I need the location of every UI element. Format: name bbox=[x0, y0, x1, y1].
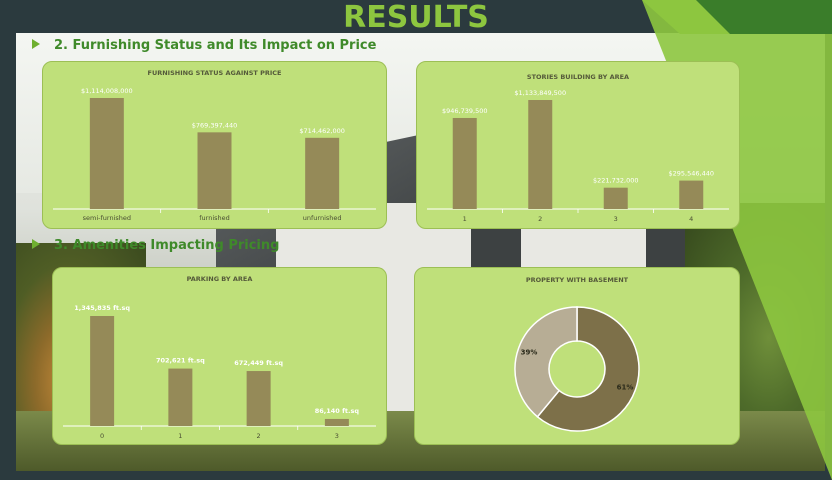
bar-chart-furnishing: FURNISHING STATUS AGAINST PRICE $1,114,00… bbox=[53, 69, 376, 222]
category-tick-label: 0 bbox=[100, 432, 104, 440]
page-title: RESULTS bbox=[343, 0, 489, 35]
slice-value-label: 61% bbox=[617, 383, 634, 391]
chart-title: PROPERTY WITH BASEMENT bbox=[526, 276, 629, 284]
bar bbox=[324, 418, 349, 426]
bar bbox=[452, 117, 477, 209]
bar bbox=[528, 100, 553, 209]
chart-parking-by-area: PARKING BY AREA 1,345,835 ft.sq 0 702,621 f… bbox=[52, 267, 387, 445]
bar-value-label: $769,397,440 bbox=[192, 121, 238, 129]
bar-value-label: 672,449 ft.sq bbox=[234, 359, 283, 367]
chart-title: STORIES BUILDING BY AREA bbox=[527, 73, 629, 81]
category-tick-label: unfurnished bbox=[303, 214, 342, 222]
section-heading-furnishing: 2. Furnishing Status and Its Impact on P… bbox=[32, 38, 376, 53]
category-tick-label: 2 bbox=[257, 432, 261, 440]
slice-value-label: 39% bbox=[521, 349, 538, 357]
bar-value-label: 702,621 ft.sq bbox=[156, 357, 205, 365]
category-tick-label: 4 bbox=[689, 215, 693, 223]
chart-property-basement: PROPERTY WITH BASEMENT 61% 39% bbox=[414, 267, 740, 445]
bar bbox=[168, 368, 193, 426]
bar bbox=[197, 132, 232, 209]
category-tick-label: 2 bbox=[538, 215, 542, 223]
triangle-bullet-icon bbox=[32, 39, 40, 49]
bar-value-label: 1,345,835 ft.sq bbox=[74, 304, 130, 312]
bar-value-label: $946,739,500 bbox=[442, 107, 488, 115]
category-tick-label: furnished bbox=[199, 214, 230, 222]
bar bbox=[89, 98, 124, 209]
bar bbox=[679, 180, 704, 209]
bar bbox=[90, 316, 115, 426]
donut-slice bbox=[514, 306, 578, 418]
donut-chart-basement: PROPERTY WITH BASEMENT 61% 39% bbox=[514, 276, 640, 432]
category-tick-label: 3 bbox=[614, 215, 618, 223]
section-heading-label: 2. Furnishing Status and Its Impact on P… bbox=[54, 38, 377, 53]
bar bbox=[246, 371, 271, 426]
bar bbox=[305, 137, 340, 209]
bar-chart-parking: PARKING BY AREA 1,345,835 ft.sq 0 702,621 f… bbox=[63, 275, 376, 440]
chart-furnishing-status: FURNISHING STATUS AGAINST PRICE $1,114,00… bbox=[42, 61, 387, 229]
donut-slice bbox=[536, 306, 640, 432]
category-tick-label: 1 bbox=[463, 215, 467, 223]
category-tick-label: 1 bbox=[178, 432, 182, 440]
bar-chart-stories: STORIES BUILDING BY AREA $946,739,500 1 $1,… bbox=[427, 73, 729, 223]
bar bbox=[603, 187, 628, 209]
triangle-bullet-icon bbox=[32, 239, 40, 249]
section-heading-amenities: 3. Amenities Impacting Pricing bbox=[32, 238, 279, 253]
category-tick-label: semi-furnished bbox=[83, 214, 131, 222]
section-heading-label: 3. Amenities Impacting Pricing bbox=[54, 238, 280, 253]
category-tick-label: 3 bbox=[335, 432, 339, 440]
chart-title: PARKING BY AREA bbox=[187, 275, 253, 283]
bar-value-label: $221,732,000 bbox=[593, 177, 639, 185]
chart-stories-by-area: STORIES BUILDING BY AREA $946,739,500 1 $1,… bbox=[416, 61, 740, 229]
bar-value-label: $1,133,849,500 bbox=[514, 89, 566, 97]
bar-value-label: 86,140 ft.sq bbox=[315, 407, 360, 415]
bar-value-label: $1,114,008,000 bbox=[81, 87, 133, 95]
bar-value-label: $714,462,000 bbox=[299, 127, 345, 135]
bar-value-label: $295,546,440 bbox=[669, 170, 715, 178]
chart-title: FURNISHING STATUS AGAINST PRICE bbox=[148, 69, 282, 77]
